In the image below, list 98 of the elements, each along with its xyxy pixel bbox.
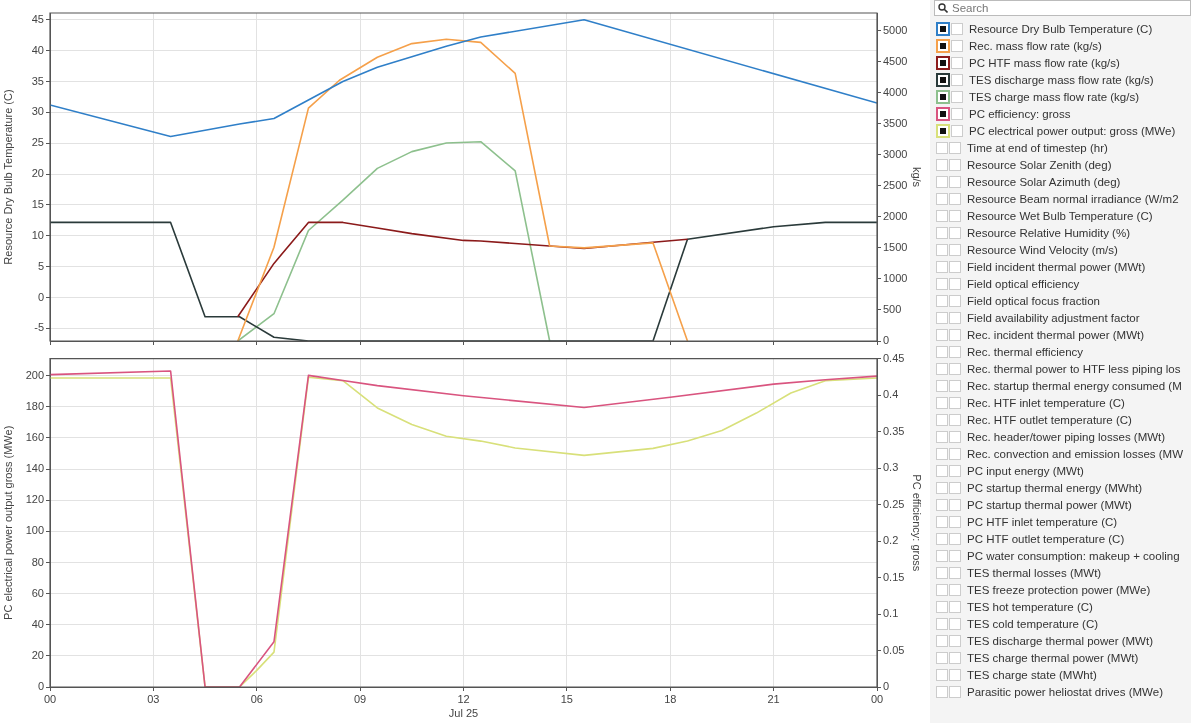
legend-label: Resource Dry Bulb Temperature (C) <box>969 22 1153 35</box>
legend-label: PC efficiency: gross <box>969 107 1071 120</box>
y2-tick-label: 4000 <box>883 85 908 98</box>
text: Field optical efficiency <box>967 277 1080 290</box>
text: TES cold temperature (C) <box>967 617 1099 630</box>
text: Resource Wet Bulb Temperature (C) <box>967 209 1153 222</box>
y-tick-label: 30 <box>31 105 44 118</box>
y-tick-label: 100 <box>25 524 44 537</box>
y-tick-label: 10 <box>31 228 44 241</box>
text: Resource Beam normal irradiance (W/m2 <box>967 192 1179 205</box>
text: PC water consumption: makeup + cooling <box>967 549 1180 562</box>
text: Rec. header/tower piping losses (MWt) <box>967 430 1166 443</box>
y-tick-label: 40 <box>31 43 44 56</box>
y-tick-label: 80 <box>31 555 44 568</box>
text: Rec. HTF inlet temperature (C) <box>967 396 1125 409</box>
text: Field optical focus fraction <box>967 294 1100 307</box>
text: TES hot temperature (C) <box>967 600 1093 613</box>
y2-tick-label: 0.35 <box>883 424 905 437</box>
x-tick-label: 06 <box>250 692 263 705</box>
legend-label: TES discharge mass flow rate (kg/s) <box>969 73 1154 86</box>
legend-label: PC electrical power output: gross (MWe) <box>969 124 1176 137</box>
y-tick-label: 180 <box>25 399 44 412</box>
text: Resource Wind Velocity (m/s) <box>967 243 1118 256</box>
y2-tick-label: 1500 <box>883 240 908 253</box>
text: Rec. startup thermal energy consumed (M <box>967 379 1182 392</box>
y2-tick-label: 3500 <box>883 116 908 129</box>
y2-tick-label: 0 <box>883 680 890 693</box>
text: Resource Solar Azimuth (deg) <box>967 175 1121 188</box>
x-tick-label: 09 <box>354 692 367 705</box>
x-tick-label: 00 <box>43 692 57 705</box>
y2-tick-label: 0.1 <box>883 607 899 620</box>
text: Parasitic power heliostat drives (MWe) <box>967 685 1163 698</box>
y2-axis-title: kg/s <box>911 166 924 188</box>
x-tick-label: 12 <box>457 692 470 705</box>
text: TES charge state (MWht) <box>967 668 1097 681</box>
text: PC HTF outlet temperature (C) <box>967 532 1125 545</box>
y2-tick-label: 500 <box>883 302 902 315</box>
y-tick-label: 35 <box>31 74 44 87</box>
text: Field incident thermal power (MWt) <box>967 260 1146 273</box>
y-tick-label: 5 <box>37 259 44 272</box>
text: Time at end of timestep (hr) <box>967 141 1108 154</box>
y-tick-label: 45 <box>31 12 44 25</box>
y2-tick-label: 0.45 <box>883 351 905 364</box>
text: PC input energy (MWt) <box>967 464 1084 477</box>
y-tick-label: 15 <box>31 197 44 210</box>
y2-tick-label: 0.15 <box>883 570 905 583</box>
y-tick-label: 160 <box>25 431 44 444</box>
text: Rec. incident thermal power (MWt) <box>967 328 1145 341</box>
y2-tick-label: 1000 <box>883 271 908 284</box>
y2-tick-label: 4500 <box>883 54 908 67</box>
y-tick-label: -5 <box>34 321 44 334</box>
y2-tick-label: 3000 <box>883 147 908 160</box>
text: Rec. HTF outlet temperature (C) <box>967 413 1132 426</box>
y2-tick-label: 0.4 <box>883 388 899 401</box>
y-tick-label: 20 <box>31 167 44 180</box>
legend-label: Rec. mass flow rate (kg/s) <box>969 39 1102 52</box>
y-axis-title: Resource Dry Bulb Temperature (C) <box>1 89 14 265</box>
x-tick-label: 15 <box>560 692 573 705</box>
text: Search <box>952 2 989 14</box>
text: TES thermal losses (MWt) <box>967 566 1102 579</box>
x-tick-label: 03 <box>147 692 160 705</box>
x-tick-label: 21 <box>767 692 780 705</box>
y-tick-label: 140 <box>25 462 44 475</box>
y2-tick-label: 0.05 <box>883 643 905 656</box>
y2-tick-label: 0.25 <box>883 497 905 510</box>
y-tick-label: 20 <box>31 648 44 661</box>
legend-label: PC HTF mass flow rate (kg/s) <box>969 56 1120 69</box>
y-tick-label: 60 <box>31 586 44 599</box>
text: Rec. convection and emission losses (MW <box>967 447 1184 460</box>
y-tick-label: 25 <box>31 136 44 149</box>
y2-tick-label: 0.3 <box>883 461 899 474</box>
text: Field availability adjustment factor <box>967 311 1140 324</box>
text: Resource Relative Humidity (%) <box>967 226 1130 239</box>
text: Resource Solar Zenith (deg) <box>967 158 1112 171</box>
y-tick-label: 0 <box>37 680 44 693</box>
text: PC startup thermal power (MWt) <box>967 498 1132 511</box>
y-tick-label: 120 <box>25 493 44 506</box>
x-axis-title: Jul 25 <box>448 707 479 720</box>
x-tick-label: 00 <box>870 692 884 705</box>
text: TES freeze protection power (MWe) <box>967 583 1151 596</box>
y2-tick-label: 5000 <box>883 23 908 36</box>
y2-tick-label: 2500 <box>883 178 908 191</box>
x-tick-label: 18 <box>664 692 677 705</box>
text: TES discharge thermal power (MWt) <box>967 634 1153 647</box>
text: PC HTF inlet temperature (C) <box>967 515 1118 528</box>
text: Rec. thermal power to HTF less piping los <box>967 362 1181 375</box>
legend-label: TES charge mass flow rate (kg/s) <box>969 90 1139 103</box>
y2-axis-title: PC efficiency: gross <box>911 474 924 572</box>
text: TES charge thermal power (MWt) <box>967 651 1139 664</box>
y-tick-label: 40 <box>31 617 44 630</box>
y2-tick-label: 0 <box>883 334 890 347</box>
y-axis-title: PC electrical power output gross (MWe) <box>1 425 14 620</box>
y2-tick-label: 2000 <box>883 209 908 222</box>
y2-tick-label: 0.2 <box>883 534 899 547</box>
text: PC startup thermal energy (MWht) <box>967 481 1143 494</box>
text: Rec. thermal efficiency <box>967 345 1084 358</box>
y-tick-label: 0 <box>37 290 44 303</box>
y-tick-label: 200 <box>25 368 44 381</box>
